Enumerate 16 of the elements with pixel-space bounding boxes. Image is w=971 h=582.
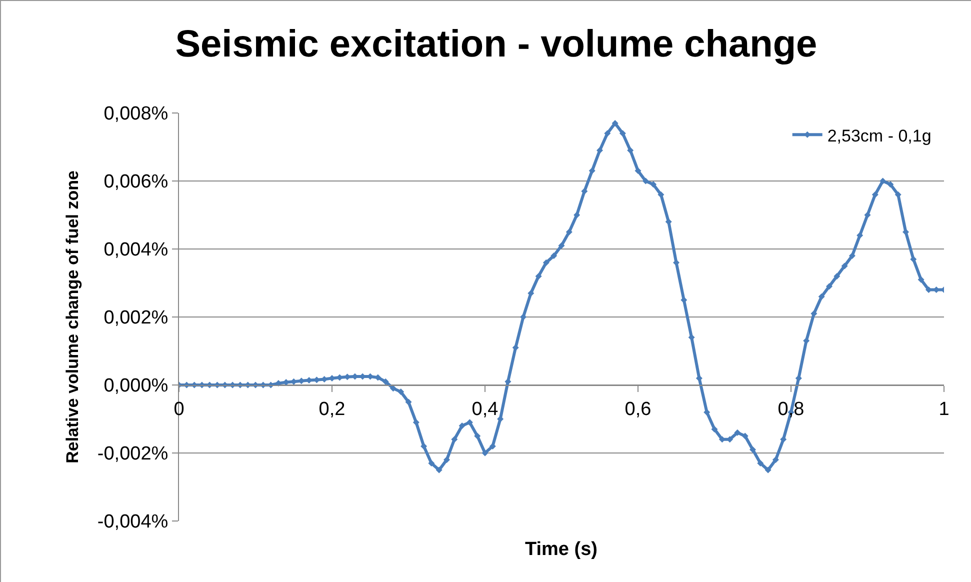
x-tick-label: 0,2 [318, 398, 346, 420]
y-tick-label: 0,008% [104, 104, 168, 125]
y-axis-title: Relative volume change of fuel zone [62, 170, 82, 464]
y-tick-label: 0,002% [104, 308, 168, 329]
y-tick-label: -0,002% [97, 444, 168, 465]
x-tick-label: 0 [174, 398, 184, 420]
x-tick-label: 0,6 [624, 398, 652, 420]
y-tick-label: 0,006% [104, 172, 168, 193]
x-tick-label: 1 [938, 398, 950, 420]
y-tick-label: 0,004% [104, 240, 168, 261]
chart-title: Seismic excitation - volume change [175, 24, 818, 66]
y-tick-label: 0,000% [104, 376, 168, 397]
x-axis-title: Time (s) [525, 539, 598, 560]
y-tick-label: -0,004% [97, 512, 168, 533]
legend-label: 2,53cm - 0,1g [827, 126, 932, 146]
x-tick-label: 0,4 [472, 398, 499, 420]
